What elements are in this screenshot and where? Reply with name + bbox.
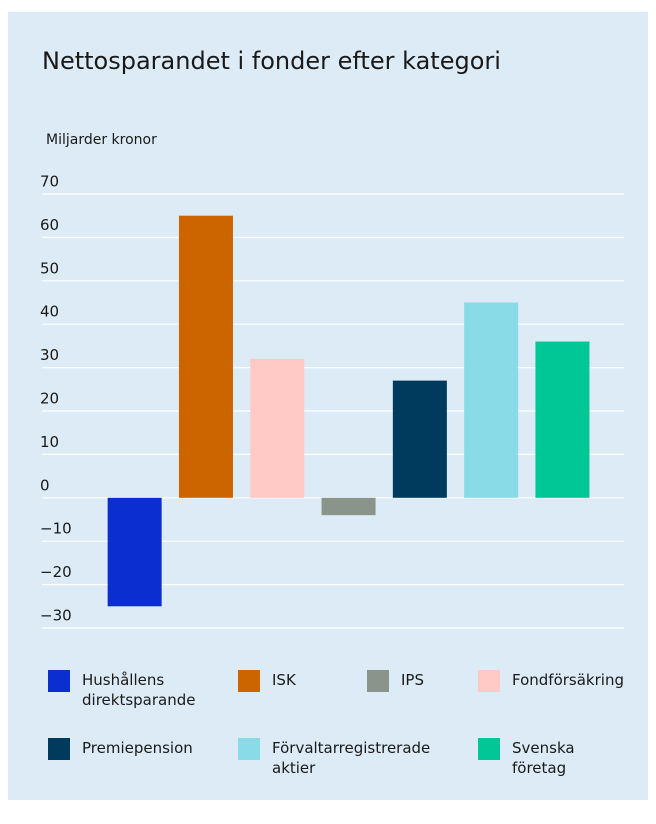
y-tick-label: 70 (40, 173, 59, 191)
legend-item: Premiepension (48, 738, 202, 760)
legend-swatch (238, 738, 260, 760)
bar (107, 497, 162, 607)
y-tick-label: 30 (40, 346, 59, 364)
chart-title: Nettosparandet i fonder efter kategori (42, 47, 501, 75)
legend-swatch (367, 670, 389, 692)
legend-item: Svenska företag (478, 738, 632, 778)
legend-item: IPS (367, 670, 521, 692)
y-tick-label: −20 (40, 563, 72, 581)
legend-swatch (238, 670, 260, 692)
y-axis-label: Miljarder kronor (46, 132, 157, 148)
legend-item: Fondförsäkring (478, 670, 632, 692)
legend-label: Förvaltarregistrerade aktier (272, 739, 431, 777)
y-tick-label: 40 (40, 303, 59, 321)
bar (464, 302, 519, 498)
panel: Nettosparandet i fonder efter kategori M… (8, 12, 648, 800)
legend-label: Fondförsäkring (512, 671, 624, 689)
legend-label: ISK (272, 671, 296, 689)
bar (321, 497, 376, 516)
y-tick-label: −30 (40, 607, 72, 625)
legend-swatch (48, 670, 70, 692)
legend-label: Hushållens direktsparande (82, 671, 196, 709)
y-tick-label: 20 (40, 390, 59, 408)
bar (392, 380, 447, 498)
legend-item: Hushållens direktsparande (48, 670, 202, 710)
legend-swatch (48, 738, 70, 760)
legend-swatch (478, 738, 500, 760)
legend-label: IPS (401, 671, 424, 689)
y-tick-label: 0 (40, 476, 50, 494)
y-tick-label: 50 (40, 259, 59, 277)
y-tick-label: 10 (40, 433, 59, 451)
bar (250, 358, 305, 498)
bar (178, 215, 233, 498)
bar (535, 341, 590, 498)
chart: Nettosparandet i fonder efter kategori M… (40, 47, 624, 629)
legend-item: Förvaltarregistrerade aktier (238, 738, 431, 778)
legend-item: ISK (238, 670, 392, 692)
y-tick-label: 60 (40, 216, 59, 234)
legend-label: Premiepension (82, 739, 193, 757)
y-tick-label: −10 (40, 520, 72, 538)
legend-label: Svenska företag (512, 739, 575, 777)
legend-swatch (478, 670, 500, 692)
